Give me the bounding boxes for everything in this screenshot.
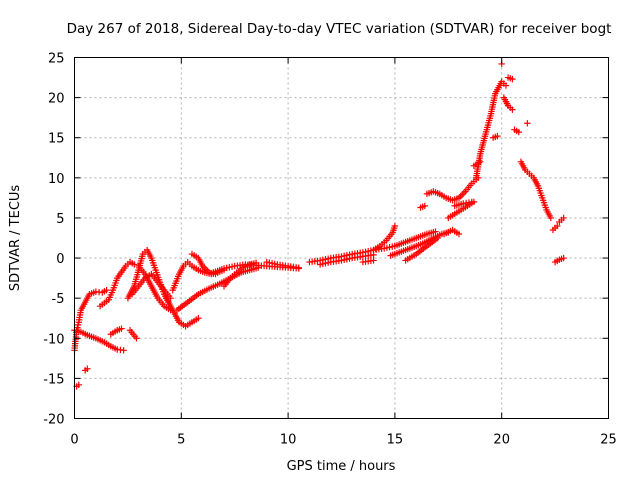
series-arc-39 xyxy=(549,222,561,234)
series-arc-19 xyxy=(316,251,377,268)
x-tick-label: 5 xyxy=(177,433,185,448)
data-point xyxy=(509,106,516,113)
y-tick-label: 20 xyxy=(48,92,65,107)
series-arc-32 xyxy=(489,132,501,141)
series-arc-7 xyxy=(126,327,140,342)
series-arc-24 xyxy=(402,234,441,264)
series-arc-4 xyxy=(81,365,91,374)
series-arc-40 xyxy=(551,254,567,266)
data-point xyxy=(295,264,302,271)
series-arc-36 xyxy=(511,126,522,136)
data-point xyxy=(391,222,399,230)
data-point xyxy=(370,257,377,264)
y-tick-label: 15 xyxy=(48,132,65,147)
data-point xyxy=(84,365,91,372)
series-arc-5 xyxy=(96,258,138,310)
data-point xyxy=(432,228,439,235)
series-arc-29 xyxy=(451,198,475,210)
series-arc-34 xyxy=(504,74,516,83)
chart-title: Day 267 of 2018, Sidereal Day-to-day VTE… xyxy=(67,21,612,37)
series-arc-41 xyxy=(556,214,567,226)
series-arc-23 xyxy=(391,228,439,250)
y-tick-label: -15 xyxy=(43,372,64,387)
data-point xyxy=(195,315,202,322)
y-axis-label: SDTVAR / TECUs xyxy=(8,185,23,292)
data-points xyxy=(71,60,567,390)
data-point xyxy=(560,214,567,222)
series-arc-30 xyxy=(472,78,510,182)
data-point xyxy=(120,347,127,354)
data-point xyxy=(468,198,475,206)
x-tick-label: 20 xyxy=(493,433,510,448)
series-arc-25 xyxy=(417,202,429,211)
series-arc-17 xyxy=(263,258,302,271)
y-tick-label: -10 xyxy=(43,332,64,347)
data-point xyxy=(421,202,429,210)
data-point xyxy=(133,335,140,342)
data-point xyxy=(547,214,555,222)
series-arc-6 xyxy=(107,325,125,338)
y-tick-label: 5 xyxy=(56,212,64,227)
data-point xyxy=(131,261,138,268)
data-point xyxy=(560,254,567,262)
series-arc-28 xyxy=(440,226,463,238)
y-tick-label: 25 xyxy=(48,52,65,67)
data-point xyxy=(509,75,516,83)
x-tick-label: 10 xyxy=(280,433,297,448)
y-tick-label: -20 xyxy=(43,413,64,428)
series-arc-21 xyxy=(359,257,377,266)
series-arc-31 xyxy=(470,158,484,169)
data-point xyxy=(477,158,484,165)
data-point xyxy=(252,259,260,267)
data-point xyxy=(118,325,125,332)
y-tick-label: 10 xyxy=(48,172,65,187)
series-arc-20 xyxy=(370,222,399,254)
series-arc-38 xyxy=(517,158,555,222)
x-tick-label: 0 xyxy=(70,433,78,448)
data-point xyxy=(524,120,531,127)
y-tick-label: -5 xyxy=(52,292,65,307)
data-point xyxy=(515,128,522,136)
data-point xyxy=(554,222,561,230)
x-tick-label: 25 xyxy=(600,433,617,448)
x-axis-label: GPS time / hours xyxy=(287,459,396,474)
data-point xyxy=(455,230,463,238)
data-point xyxy=(103,286,110,294)
y-tick-label: 0 xyxy=(56,252,64,267)
data-point xyxy=(434,234,441,242)
data-point xyxy=(494,132,501,140)
series-arc-35 xyxy=(500,94,516,113)
plot-frame xyxy=(74,57,609,419)
series-arc-37 xyxy=(524,120,531,127)
axis-ticks: -20 -15 -10 -5 0 5 10 15 20 25 0 5 10 15 20 25 xyxy=(43,52,617,448)
x-tick-label: 15 xyxy=(387,433,404,448)
data-point xyxy=(75,381,82,389)
series-arc-16 xyxy=(220,259,260,290)
series-arc-11 xyxy=(163,294,202,330)
data-point xyxy=(502,82,510,89)
series-arc-26 xyxy=(423,174,482,204)
